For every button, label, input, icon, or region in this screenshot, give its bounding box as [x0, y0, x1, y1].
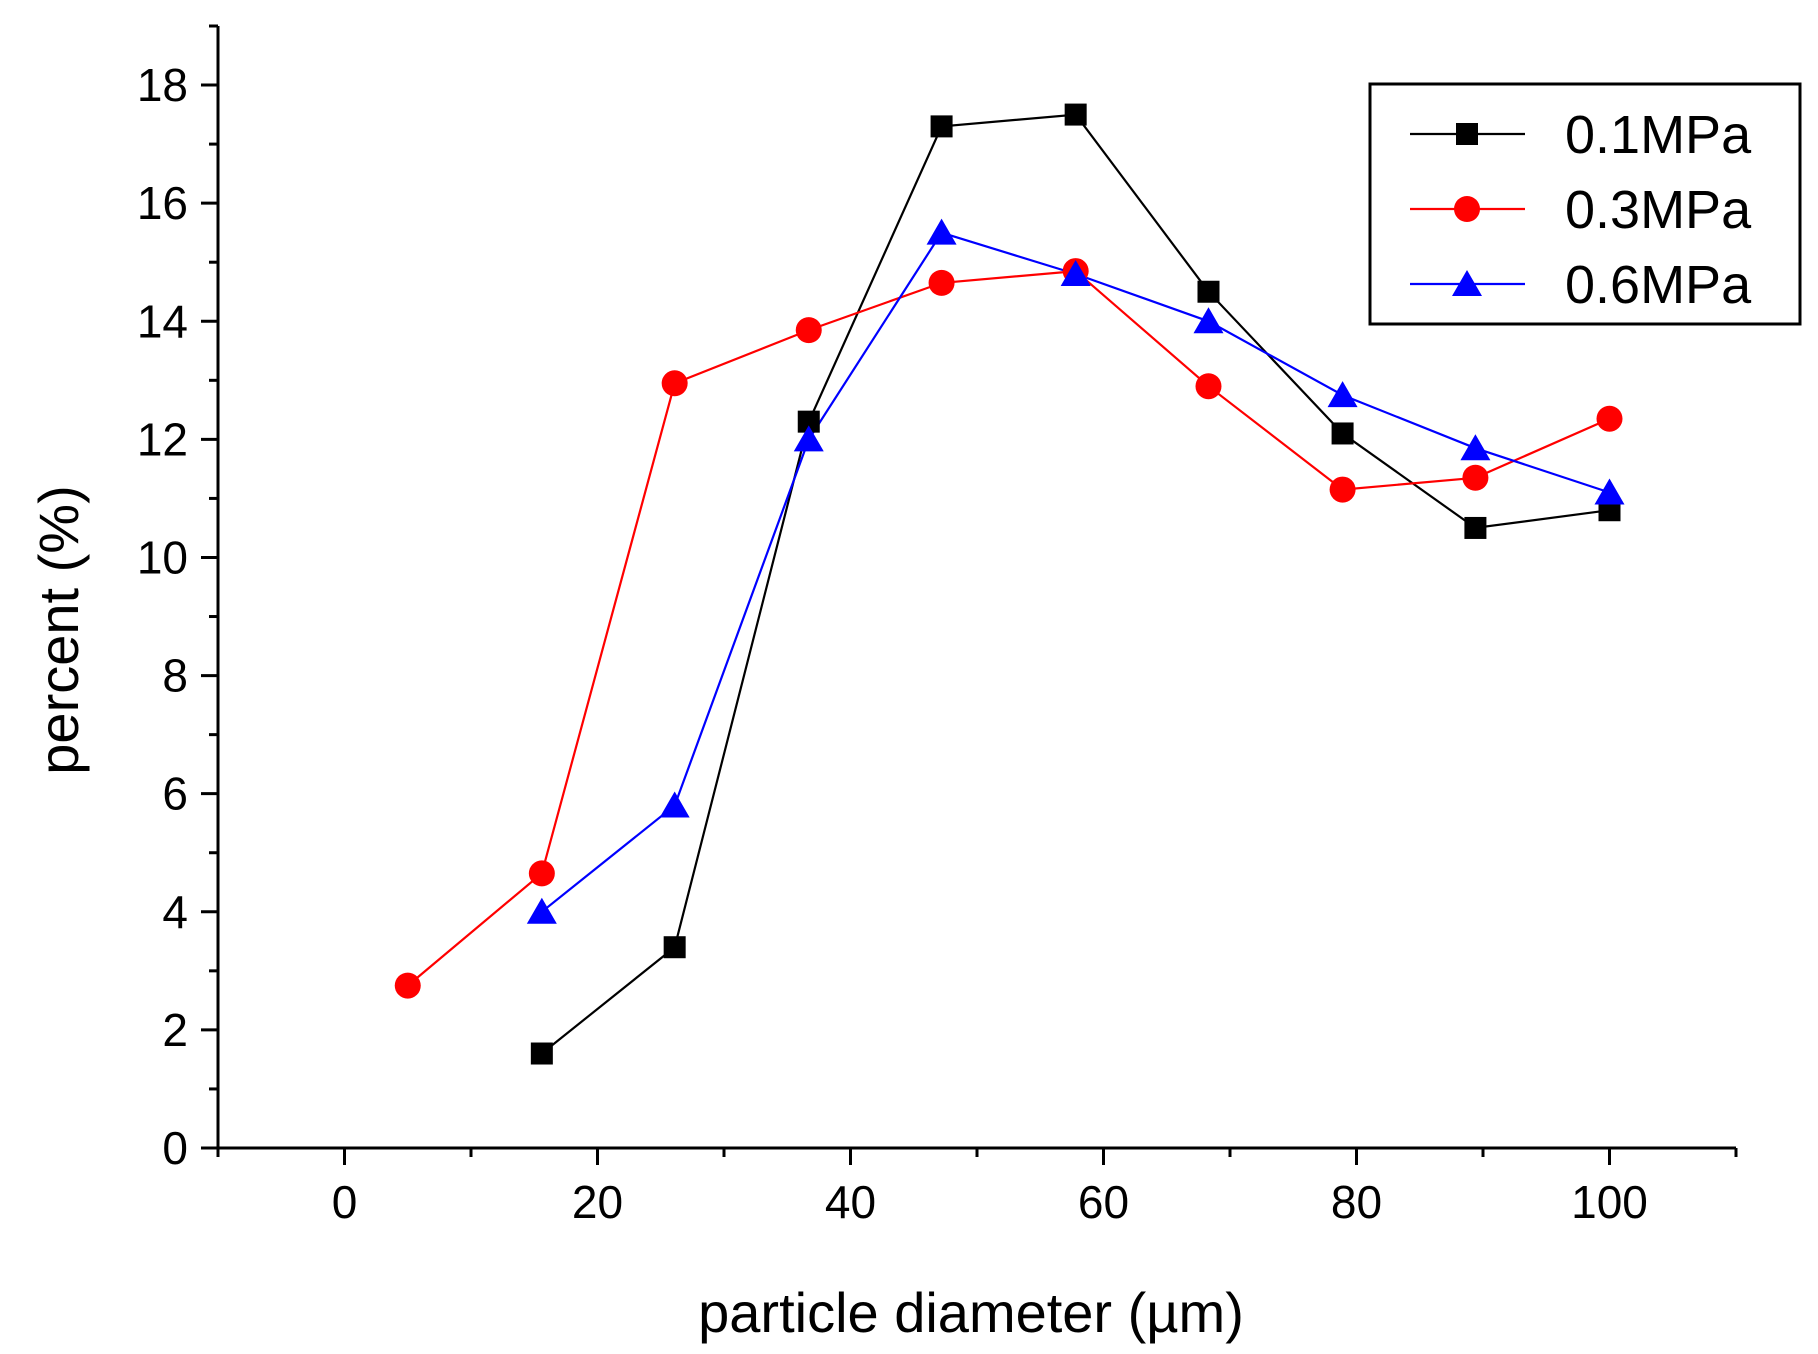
data-point-0.3MPa	[661, 370, 688, 397]
x-tick-label: 20	[572, 1176, 623, 1228]
data-point-0.1MPa	[1331, 422, 1354, 445]
y-tick-label: 10	[137, 531, 188, 583]
legend-marker-0.3MPa	[1454, 196, 1480, 222]
legend-marker-0.1MPa	[1456, 123, 1478, 145]
x-tick-label: 100	[1571, 1176, 1648, 1228]
data-point-0.6MPa	[1327, 381, 1358, 408]
plot-area	[394, 103, 1625, 1065]
data-point-0.3MPa	[394, 972, 421, 999]
data-point-0.1MPa	[530, 1042, 553, 1065]
x-axis-title: particle diameter (µm)	[698, 1281, 1244, 1344]
data-point-0.6MPa	[659, 791, 690, 818]
legend-label: 0.6MPa	[1565, 255, 1752, 315]
data-point-0.6MPa	[1193, 307, 1224, 334]
x-tick-label: 40	[825, 1176, 876, 1228]
y-axis-title: percent (%)	[27, 485, 90, 774]
data-point-0.3MPa	[1596, 405, 1623, 432]
y-tick-label: 12	[137, 413, 188, 465]
y-tick-label: 18	[137, 59, 188, 111]
data-point-0.3MPa	[1329, 476, 1356, 503]
data-point-0.3MPa	[795, 317, 822, 344]
data-point-0.3MPa	[1195, 373, 1222, 400]
axes: 0 20 40 60 80 100 0 2 4 6 8 10 12 14 16 18	[137, 24, 1738, 1228]
data-point-0.6MPa	[1594, 478, 1625, 505]
y-tick-label: 14	[137, 295, 188, 347]
data-point-0.6MPa	[926, 218, 957, 245]
data-point-0.6MPa	[793, 425, 824, 452]
y-tick-label: 8	[162, 650, 188, 702]
data-point-0.1MPa	[1197, 280, 1220, 303]
data-point-0.1MPa	[1064, 103, 1087, 126]
x-tick-label: 0	[332, 1176, 358, 1228]
data-point-0.6MPa	[526, 897, 557, 924]
data-point-0.1MPa	[1598, 499, 1621, 522]
y-tick-label: 4	[162, 886, 188, 938]
data-point-0.1MPa	[797, 410, 820, 433]
data-point-0.1MPa	[1464, 516, 1487, 539]
x-tick-label: 80	[1331, 1176, 1382, 1228]
y-tick-label: 16	[137, 177, 188, 229]
series-line-0.3MPa	[407, 269, 1610, 987]
data-point-0.1MPa	[663, 936, 686, 959]
legend-label: 0.1MPa	[1565, 105, 1752, 165]
data-point-0.3MPa	[1462, 464, 1489, 491]
x-tick-label: 60	[1078, 1176, 1129, 1228]
legend-marker-0.6MPa	[1452, 270, 1482, 296]
y-tick-label: 0	[162, 1122, 188, 1174]
legend: 0.1MPa 0.3MPa 0.6MPa	[1368, 82, 1802, 326]
data-point-0.3MPa	[928, 269, 955, 296]
data-point-0.1MPa	[930, 115, 953, 138]
y-tick-label: 6	[162, 768, 188, 820]
data-point-0.6MPa	[1460, 434, 1491, 461]
data-point-0.6MPa	[1060, 260, 1091, 287]
legend-label: 0.3MPa	[1565, 180, 1752, 240]
data-point-0.3MPa	[528, 860, 555, 887]
series-line-0.6MPa	[541, 231, 1610, 913]
y-tick-label: 2	[162, 1004, 188, 1056]
